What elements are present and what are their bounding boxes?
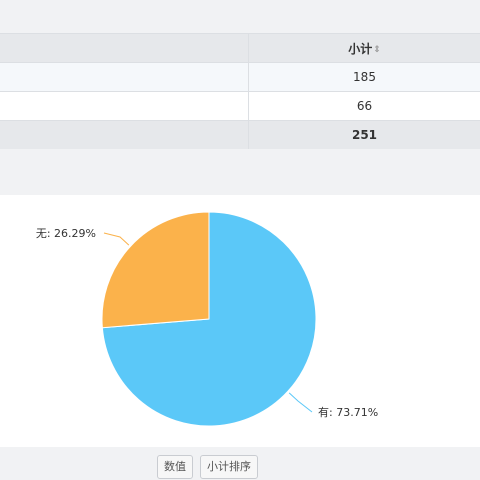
pie-label-line bbox=[288, 392, 313, 413]
values-button[interactable]: 数值 bbox=[157, 455, 193, 479]
pie-label-line bbox=[103, 232, 130, 246]
total-label bbox=[0, 120, 249, 149]
header-first-cell bbox=[0, 33, 249, 63]
table-row: 66 bbox=[0, 91, 480, 121]
pie-chart-panel: 有: 73.71% 无: 26.29% bbox=[0, 195, 480, 447]
pie-chart: 有: 73.71% 无: 26.29% bbox=[36, 211, 378, 427]
pie-data-label: 无: 26.29% bbox=[36, 227, 96, 240]
header-subtotal[interactable]: 小计⇕ bbox=[248, 33, 480, 63]
chart-toolbar: 数值 小计排序 bbox=[0, 455, 480, 479]
table-row: 185 bbox=[0, 62, 480, 92]
total-value: 251 bbox=[248, 120, 480, 149]
header-subtotal-label: 小计 bbox=[348, 41, 373, 56]
subtotal-sort-button[interactable]: 小计排序 bbox=[200, 455, 258, 479]
summary-table: 小计⇕ 185 66 251 bbox=[0, 33, 480, 149]
total-row: 251 bbox=[0, 120, 480, 149]
row-label bbox=[0, 91, 249, 121]
row-label bbox=[0, 62, 249, 92]
table-header-row: 小计⇕ bbox=[0, 33, 480, 63]
row-value: 185 bbox=[248, 62, 480, 92]
pie-data-label: 有: 73.71% bbox=[318, 405, 378, 419]
top-strip bbox=[0, 0, 480, 33]
sort-icon[interactable]: ⇕ bbox=[373, 44, 381, 55]
pie-slice-wu[interactable] bbox=[101, 211, 210, 329]
row-value: 66 bbox=[248, 91, 480, 121]
